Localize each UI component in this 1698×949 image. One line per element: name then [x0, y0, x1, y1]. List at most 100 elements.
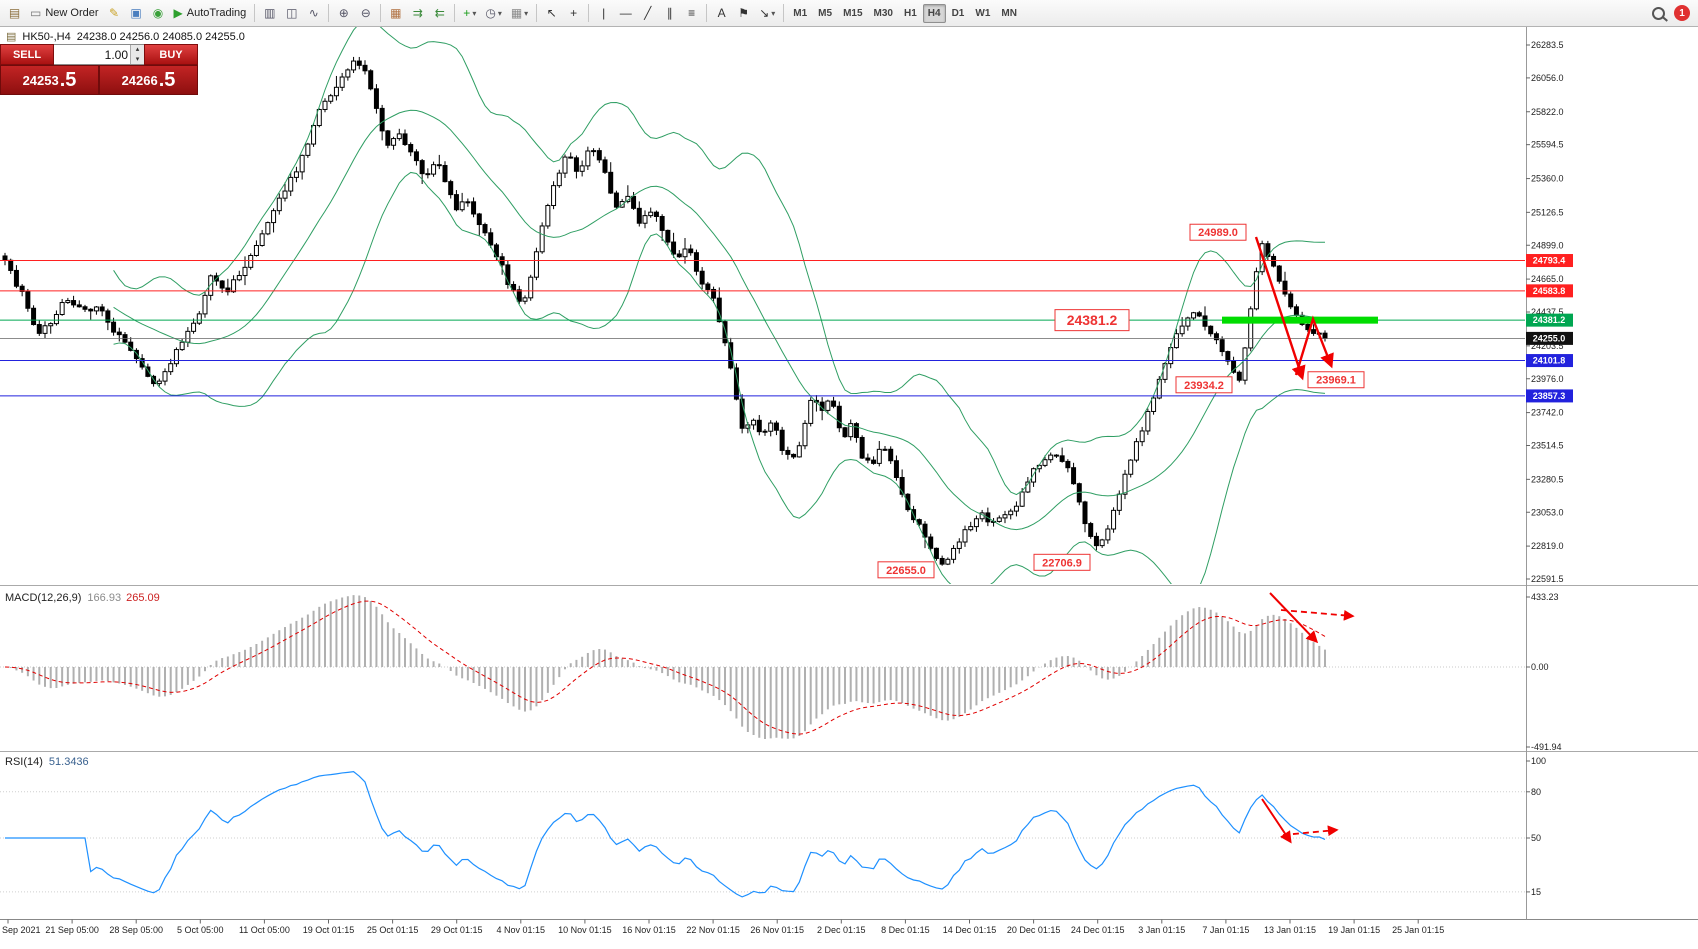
timeframe-h1-button[interactable]: H1	[899, 4, 922, 23]
channel-icon: ∥	[666, 6, 673, 20]
timeframe-h4-button[interactable]: H4	[922, 3, 946, 23]
periods-button[interactable]: ◷ ▾	[481, 3, 506, 24]
macd-value-main: 166.93	[87, 592, 122, 604]
svg-text:28 Sep 05:00: 28 Sep 05:00	[109, 925, 163, 935]
buy-price[interactable]: 24266 .5	[99, 65, 198, 95]
bar-chart-button[interactable]: ▥	[259, 3, 280, 24]
new-order-button-label: New Order	[45, 7, 99, 19]
fibonacci-button[interactable]: ≡	[681, 3, 702, 24]
timeframe-m5-button[interactable]: M5	[813, 4, 837, 23]
volume-up-icon[interactable]: ▴	[131, 45, 144, 55]
timeframe-w1-button[interactable]: W1	[970, 4, 995, 23]
macd-red-arrow[interactable]	[1269, 592, 1319, 644]
vertical-line-icon: |	[602, 6, 606, 20]
macd-histogram	[9, 595, 1326, 739]
volume-stepper: ▴ ▾	[54, 44, 144, 65]
arrows-button[interactable]: ↘ ▾	[755, 3, 779, 24]
experts-button[interactable]: ◉	[148, 3, 169, 24]
terminal-icon: ▣	[130, 6, 142, 20]
callout-text: 23969.1	[1316, 375, 1356, 387]
new-chart-button[interactable]: ▤	[4, 3, 25, 24]
toolbar-separator	[588, 4, 590, 22]
horizontal-line-button[interactable]: —	[615, 3, 636, 24]
candlestick-chart-button[interactable]: ◫	[281, 3, 302, 24]
channel-button[interactable]: ∥	[659, 3, 680, 24]
templates-button[interactable]: ▦ ▾	[507, 3, 532, 24]
vertical-line-button[interactable]: |	[593, 3, 614, 24]
chart-shift-button[interactable]: ⇇	[429, 3, 450, 24]
rsi-red-dashed-arrow[interactable]	[1282, 825, 1339, 837]
zoom-in-button[interactable]: ⊕	[333, 3, 354, 24]
svg-text:24 Dec 01:15: 24 Dec 01:15	[1071, 925, 1125, 935]
new-order-button[interactable]: ▭ New Order	[26, 3, 103, 24]
svg-text:24381.2: 24381.2	[1533, 315, 1566, 325]
search-button[interactable]	[1648, 3, 1669, 24]
svg-text:0.00: 0.00	[1531, 662, 1549, 672]
notification-badge[interactable]: 1	[1674, 5, 1690, 21]
svg-text:80: 80	[1531, 787, 1541, 797]
buy-button[interactable]: BUY	[144, 44, 198, 65]
macd-panel[interactable]	[0, 595, 1525, 739]
svg-text:26283.5: 26283.5	[1531, 40, 1564, 50]
svg-text:Sep 2021: Sep 2021	[2, 925, 41, 935]
cursor-button[interactable]: ↖	[541, 3, 562, 24]
timeframe-d1-button[interactable]: D1	[947, 4, 970, 23]
bar-chart-icon: ▥	[264, 6, 276, 20]
timeframe-m15-button[interactable]: M15	[838, 4, 867, 23]
main-chart-area[interactable]	[0, 27, 1525, 597]
svg-text:25 Oct 01:15: 25 Oct 01:15	[367, 925, 419, 935]
svg-text:13 Jan 01:15: 13 Jan 01:15	[1264, 925, 1316, 935]
indicators-plus-icon: +	[463, 6, 471, 20]
bollinger-bands	[113, 27, 1326, 584]
trendline-button[interactable]: ╱	[637, 3, 658, 24]
templates-icon: ▦	[510, 6, 523, 20]
sell-price[interactable]: 24253 .5	[0, 65, 99, 95]
autotrading-button-label: AutoTrading	[186, 7, 247, 19]
macd-signal-line	[4, 600, 1326, 735]
chart-canvas[interactable]: 24989.0 24381.2 23934.2 23969.1 22655.0 22706…	[0, 27, 1698, 948]
tile-windows-button[interactable]: ▦	[385, 3, 406, 24]
line-chart-button[interactable]: ∿	[303, 3, 324, 24]
ohlc-values: 24238.0 24256.0 24085.0 24255.0	[76, 30, 245, 43]
macd-indicator-label: MACD(12,26,9) 166.93 265.09	[5, 592, 160, 604]
autotrading-button[interactable]: ▶ AutoTrading	[170, 3, 251, 24]
trend-arrows[interactable]	[1254, 236, 1334, 381]
zoom-out-button[interactable]: ⊖	[355, 3, 376, 24]
chevron-down-icon: ▾	[771, 8, 776, 18]
price-tag	[1526, 284, 1573, 298]
svg-text:7 Jan 01:15: 7 Jan 01:15	[1202, 925, 1249, 935]
price-callouts[interactable]: 24989.0 24381.2 23934.2 23969.1 22655.0 22706…	[877, 223, 1365, 579]
rsi-panel[interactable]	[0, 771, 1525, 898]
price-scale[interactable]: 26283.5 26056.0 25822.0 25594.5 25360.0 25126…	[1526, 40, 1573, 897]
chart-workspace: 24989.0 24381.2 23934.2 23969.1 22655.0 22706…	[0, 27, 1698, 948]
svg-text:3 Jan 01:15: 3 Jan 01:15	[1138, 925, 1185, 935]
timeframe-mn-button[interactable]: MN	[996, 4, 1022, 23]
volume-down-icon[interactable]: ▾	[131, 54, 144, 64]
timeframe-m1-button[interactable]: M1	[788, 4, 812, 23]
text-button[interactable]: A	[711, 3, 732, 24]
svg-text:22591.5: 22591.5	[1531, 574, 1564, 584]
rsi-name: RSI(14)	[5, 756, 43, 768]
time-axis[interactable]: Sep 2021 21 Sep 05:00 28 Sep 05:00 5 Oct 05…	[2, 919, 1444, 936]
indicators-button[interactable]: + ▾	[459, 3, 480, 24]
volume-spinner: ▴ ▾	[130, 45, 144, 64]
timeframe-m30-button[interactable]: M30	[869, 4, 898, 23]
svg-text:22 Nov 01:15: 22 Nov 01:15	[686, 925, 740, 935]
auto-scroll-button[interactable]: ⇉	[407, 3, 428, 24]
svg-text:24203.5: 24203.5	[1531, 341, 1564, 351]
metaeditor-button[interactable]: ✎	[104, 3, 125, 24]
text-icon: A	[717, 6, 726, 20]
horizontal-price-lines[interactable]	[0, 260, 1525, 397]
svg-text:20 Dec 01:15: 20 Dec 01:15	[1007, 925, 1061, 935]
chart-shift-icon: ⇇	[434, 6, 445, 20]
label-button[interactable]: ⚑	[733, 3, 754, 24]
green-zone-band[interactable]	[1222, 316, 1378, 324]
svg-text:23857.3: 23857.3	[1533, 391, 1566, 401]
terminal-button[interactable]: ▣	[126, 3, 147, 24]
crosshair-button[interactable]: +	[563, 3, 584, 24]
volume-input[interactable]	[54, 45, 130, 64]
macd-red-dashed-arrow[interactable]	[1280, 609, 1355, 621]
svg-text:15: 15	[1531, 887, 1541, 897]
sell-button[interactable]: SELL	[0, 44, 54, 65]
play-icon: ▶	[173, 6, 183, 20]
